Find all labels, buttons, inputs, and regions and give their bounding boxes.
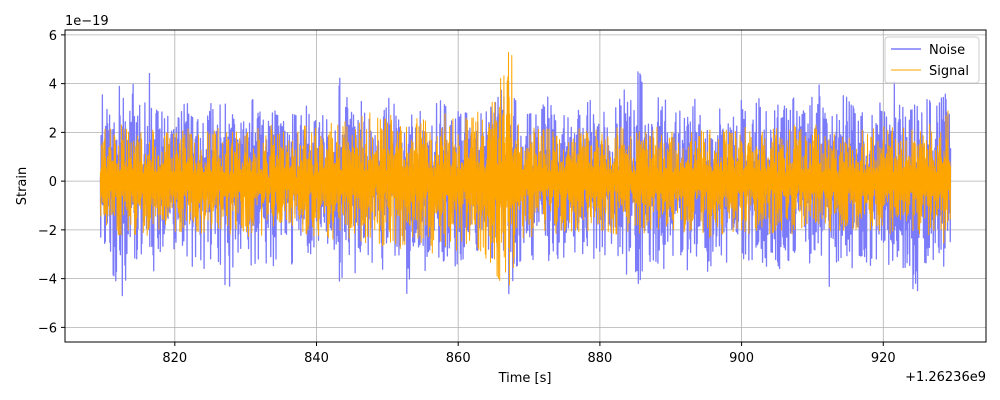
- plot-frame: [64, 29, 987, 343]
- x-tick-label: 840: [304, 351, 329, 366]
- y-tick-label: 4: [49, 78, 57, 93]
- x-tick-label: 820: [162, 351, 187, 366]
- y-scale-label: 1e−19: [65, 14, 109, 29]
- y-tick-label: 2: [49, 126, 57, 141]
- y-axis-label: Strain: [15, 167, 30, 206]
- grid-lines: [65, 30, 986, 342]
- axis-ticks: 820 840 860 880 900 920 −6 −4 −2 0 2 4 6: [38, 29, 896, 366]
- legend: Noise Signal: [884, 36, 980, 84]
- y-tick-label: 0: [49, 175, 57, 190]
- legend-signal-label: Signal: [929, 64, 969, 79]
- x-tick-label: 920: [871, 351, 896, 366]
- series-signal-line: [99, 51, 952, 286]
- y-tick-label: −4: [38, 273, 57, 288]
- y-tick-label: −2: [38, 224, 57, 239]
- y-tick-label: 6: [49, 29, 57, 44]
- x-axis-label: Time [s]: [498, 371, 552, 386]
- x-tick-label: 900: [729, 351, 754, 366]
- legend-noise-label: Noise: [929, 43, 965, 58]
- x-tick-label: 860: [446, 351, 471, 366]
- x-offset-label: +1.26236e9: [905, 370, 986, 385]
- x-tick-label: 880: [587, 351, 612, 366]
- y-tick-label: −6: [38, 321, 57, 336]
- series-group: [99, 51, 952, 297]
